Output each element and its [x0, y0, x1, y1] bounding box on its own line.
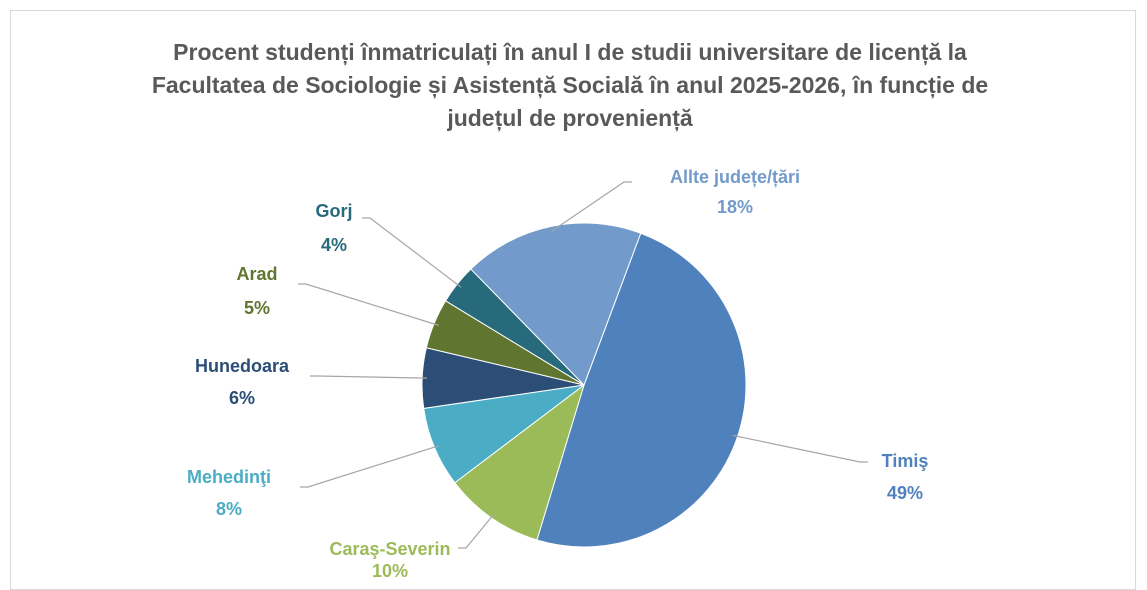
leader-line: [298, 283, 439, 326]
data-label-name: Allte județe/țări: [670, 167, 800, 187]
leader-line: [458, 513, 495, 549]
data-label-name: Caraş-Severin: [329, 539, 450, 559]
leader-line: [551, 181, 632, 232]
data-label-value: 6%: [229, 388, 255, 408]
data-label-name: Gorj: [315, 201, 352, 221]
data-label-value: 49%: [887, 483, 923, 503]
data-label-name: Mehedinţi: [187, 467, 271, 487]
data-label-value: 5%: [244, 298, 270, 318]
leader-line: [732, 434, 868, 463]
data-label-value: 10%: [372, 561, 408, 581]
leader-line: [362, 217, 462, 288]
data-label-value: 8%: [216, 499, 242, 519]
data-label-value: 4%: [321, 235, 347, 255]
data-label-name: Arad: [236, 264, 277, 284]
pie-slice: [470, 222, 642, 386]
chart-title: Procent studenți înmatriculați în anul I…: [151, 39, 989, 131]
leader-line: [300, 445, 440, 488]
data-label-name: Hunedoara: [195, 356, 290, 376]
data-label-name: Timiş: [882, 451, 929, 471]
data-label-value: 18%: [717, 197, 753, 217]
leader-line: [310, 375, 428, 379]
